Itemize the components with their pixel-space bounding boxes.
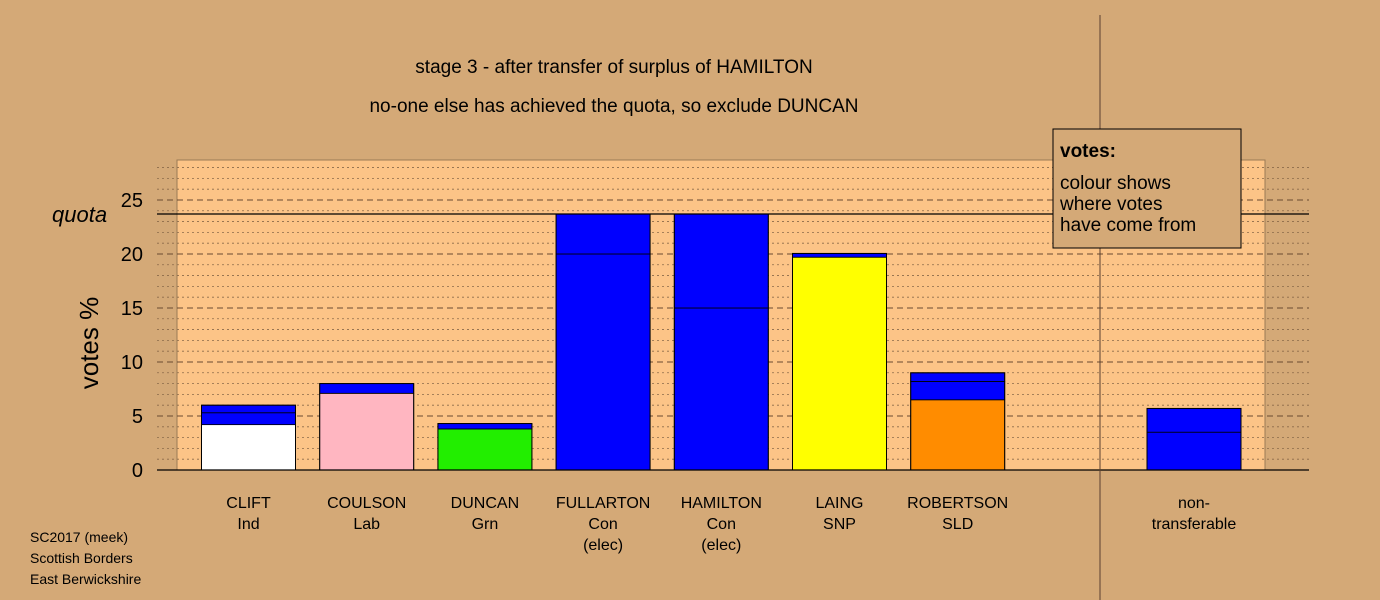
bar-duncan-segment xyxy=(437,423,533,430)
bar-fullarton-segment xyxy=(555,253,651,471)
party-label: Con xyxy=(707,516,736,533)
legend-text: colour shows xyxy=(1060,173,1171,194)
x-tick-label: CLIFT xyxy=(226,495,271,512)
elected-note: (elec) xyxy=(583,537,623,554)
bar-laing-segment xyxy=(792,256,887,471)
footer-line-3: East Berwickshire xyxy=(30,571,142,587)
legend-title: votes: xyxy=(1060,141,1116,162)
legend-box xyxy=(1052,128,1242,249)
x-tick-label: ROBERTSON xyxy=(907,495,1008,512)
bar-coulson-segment xyxy=(319,392,415,471)
y-tick-label: 20 xyxy=(121,244,143,266)
footer-line-1: SC2017 (meek) xyxy=(30,529,129,545)
footer: SC2017 (meek) Scottish Borders East Berw… xyxy=(30,527,141,590)
bar-robertson-segment xyxy=(910,399,1006,471)
quota-label: quota xyxy=(52,202,107,227)
bar-fullarton-segment xyxy=(555,213,651,255)
x-tick-label: LAING xyxy=(815,495,863,512)
party-label: Con xyxy=(588,516,617,533)
bar-nontransferable-segment xyxy=(1146,408,1242,433)
party-label: Ind xyxy=(237,516,259,533)
nontransferable-label: transferable xyxy=(1152,516,1237,533)
x-tick-label: FULLARTON xyxy=(556,495,651,512)
chart-title: stage 3 - after transfer of surplus of H… xyxy=(415,57,812,78)
elected-note: (elec) xyxy=(701,537,741,554)
bar-clift-segment xyxy=(201,412,296,426)
x-tick-label: DUNCAN xyxy=(451,495,519,512)
bar-clift-segment xyxy=(201,424,296,471)
nontransferable-label: non- xyxy=(1178,495,1210,512)
y-tick-label: 15 xyxy=(121,298,143,320)
bar-hamilton-segment xyxy=(673,213,769,309)
y-tick-label: 25 xyxy=(121,190,143,212)
bar-clift-segment xyxy=(201,404,296,414)
bar-robertson-segment xyxy=(910,372,1006,382)
y-tick-label: 10 xyxy=(121,352,143,374)
party-label: SNP xyxy=(823,516,856,533)
y-tick-label: 0 xyxy=(132,460,143,482)
bar-laing-segment xyxy=(792,253,887,258)
legend-text: have come from xyxy=(1060,215,1196,236)
chart-subtitle: no-one else has achieved the quota, so e… xyxy=(369,96,858,117)
bar-nontransferable-segment xyxy=(1146,431,1242,471)
bar-robertson-segment xyxy=(910,381,1006,401)
y-tick-label: 5 xyxy=(132,406,143,428)
party-label: SLD xyxy=(942,516,973,533)
party-label: Grn xyxy=(472,516,499,533)
bar-coulson-segment xyxy=(319,383,415,394)
x-tick-label: HAMILTON xyxy=(681,495,762,512)
y-axis-label: votes % xyxy=(74,297,104,390)
party-label: Lab xyxy=(353,516,380,533)
legend-text: where votes xyxy=(1059,194,1162,215)
x-tick-label: COULSON xyxy=(327,495,406,512)
bar-hamilton-segment xyxy=(673,307,769,471)
footer-line-2: Scottish Borders xyxy=(30,550,133,566)
bar-duncan-segment xyxy=(437,428,533,471)
